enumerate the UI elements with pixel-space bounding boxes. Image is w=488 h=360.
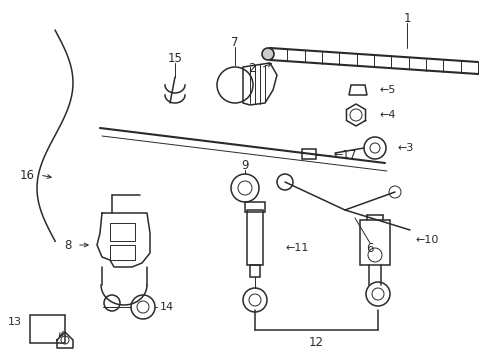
Bar [249, 265, 260, 277]
Text: ←11: ←11 [285, 243, 308, 253]
Text: ←3: ←3 [396, 143, 412, 153]
Text: 2: 2 [248, 62, 256, 75]
Text: 14: 14 [160, 302, 174, 312]
Circle shape [262, 48, 273, 60]
Text: 6: 6 [366, 242, 373, 255]
Text: 12: 12 [308, 336, 323, 348]
Bar [302, 149, 315, 159]
Text: 15: 15 [167, 51, 182, 64]
Text: 1: 1 [403, 12, 410, 24]
Text: 16: 16 [20, 168, 35, 181]
Text: ←10: ←10 [414, 235, 437, 245]
Bar [30, 315, 65, 343]
Text: 8: 8 [64, 239, 72, 252]
Bar [246, 210, 263, 265]
Text: 13: 13 [8, 317, 22, 327]
Text: ←17: ←17 [332, 150, 356, 160]
Bar [244, 202, 264, 212]
Bar [359, 220, 389, 265]
Text: 9: 9 [241, 158, 248, 171]
Bar [110, 245, 135, 260]
Bar [110, 223, 135, 241]
Text: 7: 7 [231, 36, 238, 49]
Text: ←5: ←5 [379, 85, 396, 95]
Text: ←4: ←4 [379, 110, 396, 120]
